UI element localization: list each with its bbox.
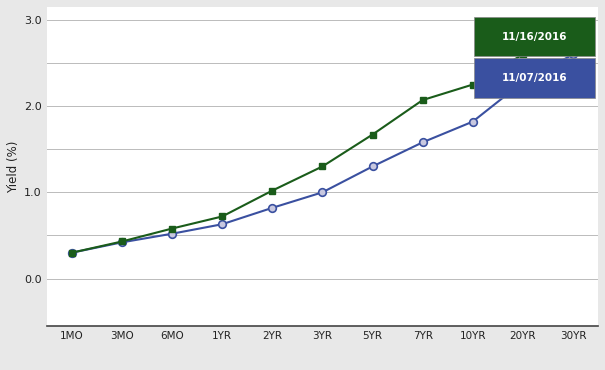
Text: 11/16/2016: 11/16/2016 [502, 31, 567, 41]
FancyBboxPatch shape [474, 17, 595, 56]
Y-axis label: Yield (%): Yield (%) [7, 140, 20, 193]
FancyBboxPatch shape [474, 58, 595, 98]
Text: 11/07/2016: 11/07/2016 [502, 73, 567, 83]
